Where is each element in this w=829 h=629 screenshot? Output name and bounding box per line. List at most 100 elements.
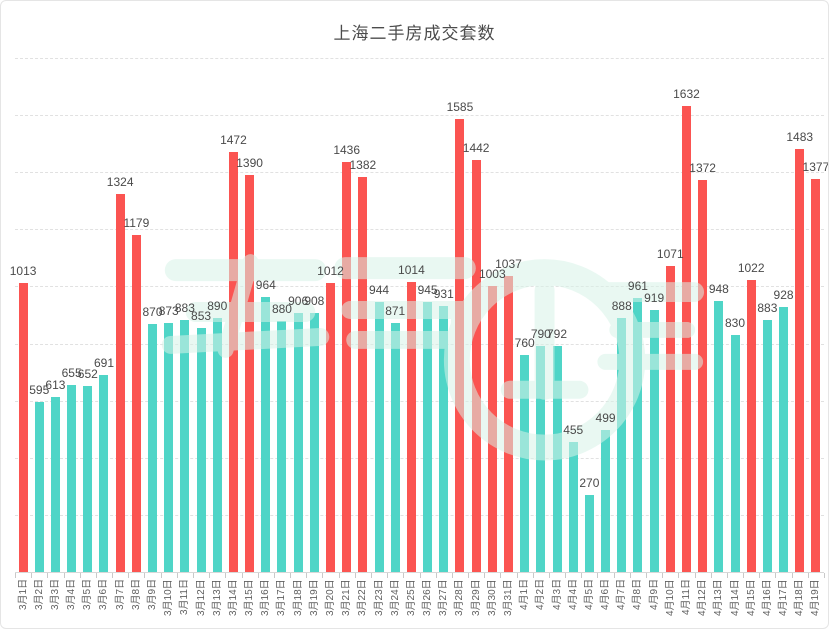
value-label: 1472 bbox=[220, 132, 247, 147]
x-axis-tick bbox=[565, 573, 567, 578]
x-axis-tick bbox=[662, 573, 664, 578]
x-axis-label: 3月3日 bbox=[49, 578, 61, 610]
x-axis-label: 4月1日 bbox=[519, 578, 531, 610]
x-axis-label: 3月29日 bbox=[470, 579, 482, 616]
value-label: 928 bbox=[773, 288, 794, 302]
x-axis-tick bbox=[775, 573, 777, 578]
bar-3月3日[interactable] bbox=[50, 396, 60, 572]
value-label: 1179 bbox=[123, 216, 150, 231]
x-axis-tick bbox=[63, 573, 65, 578]
bar-4月5日[interactable] bbox=[584, 494, 594, 572]
x-axis-tick bbox=[759, 573, 761, 578]
x-axis-label: 3月18日 bbox=[292, 579, 304, 616]
x-axis-tick bbox=[613, 573, 615, 578]
bar-4月15日[interactable] bbox=[746, 280, 756, 572]
x-axis-tick bbox=[548, 573, 550, 578]
x-axis-tick bbox=[354, 573, 356, 578]
x-axis-tick bbox=[306, 573, 308, 578]
chart-title: 上海二手房成交套数 bbox=[333, 24, 496, 43]
bar-3月21日[interactable] bbox=[342, 161, 352, 572]
value-label: 1585 bbox=[446, 100, 474, 115]
value-label: 945 bbox=[417, 283, 438, 298]
value-label: 1442 bbox=[462, 141, 490, 156]
bar-4月9日[interactable] bbox=[649, 309, 659, 572]
bar-3月13日[interactable] bbox=[212, 317, 222, 572]
x-axis-label: 3月24日 bbox=[389, 579, 401, 616]
bar-3月14日[interactable] bbox=[228, 151, 238, 572]
bar-3月26日[interactable] bbox=[423, 302, 433, 572]
bar-3月12日[interactable] bbox=[196, 328, 206, 572]
bar-3月15日[interactable] bbox=[245, 175, 255, 572]
x-axis-label: 3月12日 bbox=[195, 579, 207, 616]
bar-4月12日[interactable] bbox=[698, 180, 708, 572]
value-label: 883 bbox=[757, 300, 778, 315]
bar-3月18日[interactable] bbox=[293, 313, 303, 572]
bar-3月16日[interactable] bbox=[261, 296, 271, 572]
x-axis-tick bbox=[273, 573, 275, 578]
bar-3月7日[interactable] bbox=[115, 193, 125, 572]
value-label: 944 bbox=[369, 283, 390, 298]
bar-3月6日[interactable] bbox=[99, 374, 109, 572]
bar-4月18日[interactable] bbox=[795, 148, 805, 572]
x-axis-tick bbox=[241, 573, 243, 578]
x-axis-label: 3月20日 bbox=[325, 579, 336, 616]
x-axis-label: 3月13日 bbox=[211, 579, 223, 616]
x-axis-label: 3月6日 bbox=[98, 578, 110, 610]
value-label: 870 bbox=[142, 304, 163, 319]
bar-3月8日[interactable] bbox=[131, 235, 141, 572]
bar-3月25日[interactable] bbox=[406, 282, 416, 572]
x-axis-label: 4月16日 bbox=[761, 579, 773, 616]
bar-4月13日[interactable] bbox=[714, 301, 724, 572]
bar-3月10日[interactable] bbox=[164, 322, 174, 572]
bar-3月22日[interactable] bbox=[358, 177, 368, 572]
bar-3月24日[interactable] bbox=[390, 323, 400, 572]
value-label: 964 bbox=[255, 277, 276, 292]
gridline-600 bbox=[15, 400, 824, 402]
bar-4月14日[interactable] bbox=[730, 334, 740, 572]
bar-4月4日[interactable] bbox=[568, 442, 578, 572]
bar-4月17日[interactable] bbox=[779, 307, 789, 572]
bar-4月16日[interactable] bbox=[762, 319, 772, 572]
x-axis-tick bbox=[807, 573, 809, 578]
bar-4月11日[interactable] bbox=[681, 105, 691, 572]
bar-3月23日[interactable] bbox=[374, 302, 384, 572]
bar-3月1日[interactable] bbox=[18, 282, 28, 572]
bar-4月1日[interactable] bbox=[520, 354, 530, 572]
x-axis-label: 3月31日 bbox=[502, 579, 514, 616]
value-label: 1071 bbox=[656, 247, 684, 262]
x-axis-tick bbox=[112, 573, 114, 578]
bar-3月11日[interactable] bbox=[180, 319, 190, 572]
value-label: 1022 bbox=[737, 261, 765, 276]
x-axis-label: 3月10日 bbox=[163, 579, 175, 616]
bar-3月4日[interactable] bbox=[67, 384, 77, 572]
bar-3月2日[interactable] bbox=[34, 402, 44, 572]
x-axis-label: 3月23日 bbox=[373, 579, 385, 616]
x-axis-tick bbox=[629, 573, 631, 578]
x-axis-tick bbox=[581, 573, 583, 578]
x-axis-tick bbox=[290, 573, 292, 578]
bar-3月9日[interactable] bbox=[148, 323, 158, 572]
x-axis-label: 4月12日 bbox=[697, 579, 709, 616]
x-axis-tick bbox=[95, 573, 97, 578]
value-label: 691 bbox=[93, 355, 114, 370]
bar-3月5日[interactable] bbox=[83, 385, 93, 572]
x-axis-label: 3月28日 bbox=[454, 579, 466, 616]
gridline-1200 bbox=[15, 229, 824, 231]
x-axis-tick bbox=[451, 573, 453, 578]
bar-3月20日[interactable] bbox=[326, 283, 335, 572]
value-label: 1013 bbox=[9, 263, 37, 278]
x-axis-label: 4月2日 bbox=[535, 578, 547, 610]
x-axis-label: 4月7日 bbox=[616, 578, 628, 610]
x-axis-label: 3月30日 bbox=[486, 579, 498, 616]
bar-3月27日[interactable] bbox=[439, 306, 449, 572]
bar-4月19日[interactable] bbox=[811, 178, 821, 572]
value-label: 873 bbox=[158, 303, 179, 318]
x-axis-tick bbox=[646, 573, 648, 578]
bar-4月10日[interactable] bbox=[665, 266, 675, 572]
bar-3月17日[interactable] bbox=[277, 320, 287, 572]
x-axis-label: 3月14日 bbox=[227, 579, 239, 616]
bar-4月6日[interactable] bbox=[601, 429, 611, 572]
bar-3月19日[interactable] bbox=[309, 312, 319, 572]
